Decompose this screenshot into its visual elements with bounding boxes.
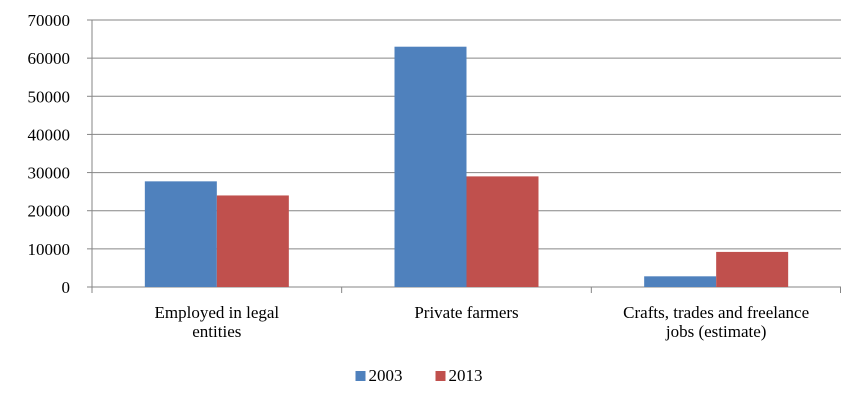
y-tick-label: 0 [62,278,71,297]
y-tick-label: 40000 [28,125,71,144]
y-tick-label: 10000 [28,240,71,259]
x-category-label: entities [192,322,241,341]
bar-2003-2 [644,276,717,287]
bar-2003-1 [394,46,467,288]
x-category-label: Employed in legal [155,303,280,322]
y-tick-label: 30000 [28,164,71,183]
legend-swatch-2003 [355,371,366,381]
x-category-label: jobs (estimate) [665,322,767,341]
y-tick-label: 50000 [28,87,71,106]
bar-2003-0 [144,181,217,287]
bar-2013-2 [716,251,789,287]
bar-2013-1 [466,176,539,287]
legend-swatch-2013 [435,371,446,381]
y-tick-label: 20000 [28,202,71,221]
x-category-label: Private farmers [414,303,518,322]
x-category-label: Crafts, trades and freelance [623,303,809,322]
bar-2013-0 [216,195,289,287]
legend-label-2003: 2003 [369,366,403,385]
legend-label-2013: 2013 [449,366,483,385]
y-tick-label: 70000 [28,11,71,30]
y-tick-label: 60000 [28,49,71,68]
